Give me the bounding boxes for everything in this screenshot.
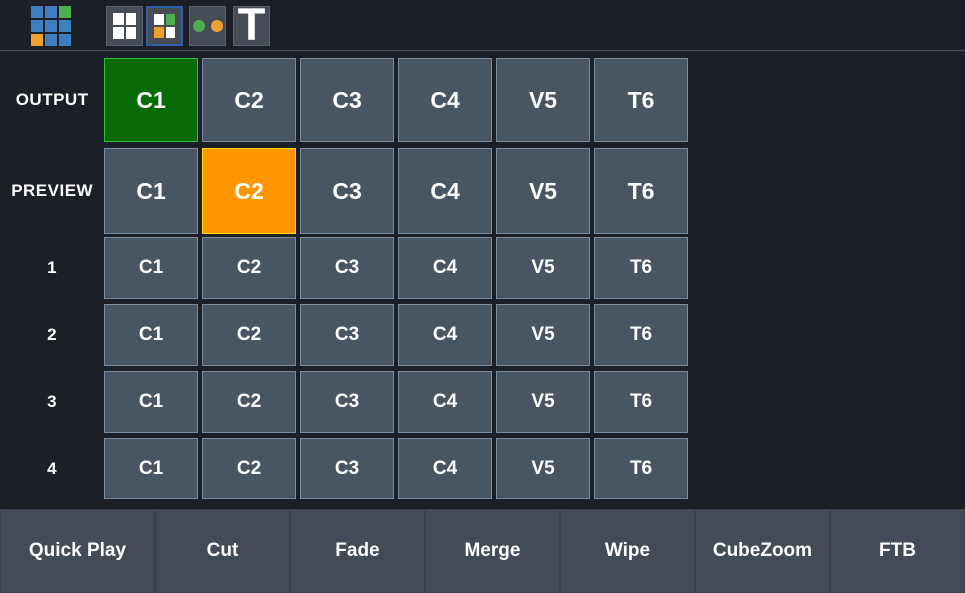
svg-text:T: T — [238, 7, 266, 45]
